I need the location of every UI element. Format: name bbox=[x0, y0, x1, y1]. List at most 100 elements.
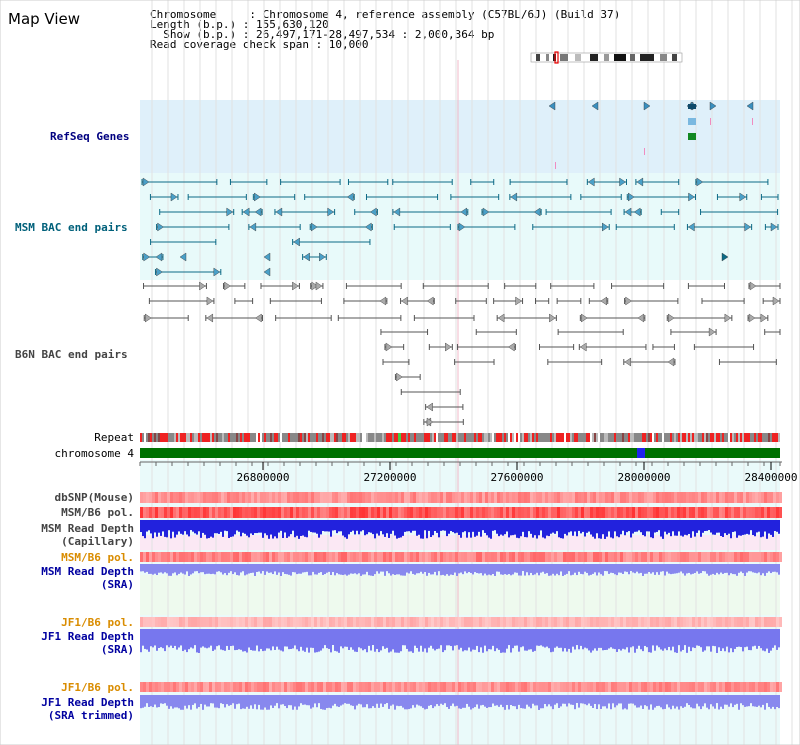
jf1-b6-pol-strip-cell bbox=[728, 617, 731, 627]
jf1-trimmed-depth-bar bbox=[632, 695, 634, 704]
jf1-sra-depth-bar bbox=[392, 629, 394, 650]
msm-b6-pol-2-strip-cell bbox=[266, 552, 269, 562]
jf1-b6-pol-2-strip-cell bbox=[245, 682, 248, 692]
jf1-b6-pol-strip-cell bbox=[530, 617, 533, 627]
msm-capillary-depth-bar bbox=[650, 520, 652, 538]
msm-b6-pol-2-strip-cell bbox=[416, 552, 419, 562]
msm-capillary-depth-bar bbox=[242, 520, 244, 533]
msm-b6-pol-2-strip-cell bbox=[200, 552, 203, 562]
msm-sra-depth-bar bbox=[204, 564, 206, 575]
jf1-read-depth-trimmed-label: JF1 Read Depth bbox=[41, 696, 134, 709]
msm-b6-pol-strip-cell bbox=[374, 507, 377, 518]
msm-b6-pol-2-strip-cell bbox=[251, 552, 254, 562]
msm-sra-depth-bar bbox=[692, 564, 694, 574]
msm-b6-pol-strip-cell bbox=[269, 507, 272, 518]
msm-capillary-depth-bar bbox=[538, 520, 540, 536]
jf1-sra-depth-bar bbox=[564, 629, 566, 649]
jf1-b6-pol-strip-cell bbox=[410, 617, 413, 627]
jf1-b6-pol-2-strip-cell bbox=[326, 682, 329, 692]
axis-tick-label: 26800000 bbox=[237, 471, 290, 484]
msm-sra-depth-bar bbox=[306, 564, 308, 572]
msm-b6-pol-2-strip-cell bbox=[164, 552, 167, 562]
msm-sra-depth-bar bbox=[752, 564, 754, 573]
dbsnp-strip-cell bbox=[629, 492, 632, 503]
jf1-trimmed-depth-bar bbox=[328, 695, 330, 708]
jf1-sra-depth-bar bbox=[176, 629, 178, 650]
dbsnp-strip-cell bbox=[497, 492, 500, 503]
dbsnp-strip-cell bbox=[707, 492, 710, 503]
jf1-sra-depth-bar bbox=[280, 629, 282, 651]
msm-bac-end bbox=[156, 267, 163, 277]
dbsnp-strip-cell bbox=[374, 492, 377, 503]
b6n-bac-end bbox=[625, 296, 632, 306]
jf1-trimmed-depth-bar bbox=[440, 695, 442, 704]
msm-b6-pol-2-strip-cell bbox=[401, 552, 404, 562]
jf1-b6-pol-2-strip-cell bbox=[239, 682, 242, 692]
msm-sra-depth-bar bbox=[276, 564, 278, 575]
jf1-b6-pol-strip-cell bbox=[461, 617, 464, 627]
jf1-trimmed-depth-bar bbox=[182, 695, 184, 710]
msm-capillary-depth-bar bbox=[700, 520, 702, 537]
msm-b6-pol-strip-cell bbox=[758, 507, 761, 518]
msm-capillary-depth-bar bbox=[314, 520, 316, 533]
jf1-sra-depth-bar bbox=[250, 629, 252, 651]
msm-capillary-depth-bar bbox=[712, 520, 714, 535]
msm-capillary-depth-bar bbox=[376, 520, 378, 534]
jf1-b6-pol-strip-cell bbox=[476, 617, 479, 627]
msm-sra-depth-bar bbox=[716, 564, 718, 573]
msm-sra-depth-bar bbox=[634, 564, 636, 574]
msm-sra-depth-bar bbox=[468, 564, 470, 573]
msm-b6-pol-2-strip-cell bbox=[341, 552, 344, 562]
msm-b6-pol-2-strip-cell bbox=[452, 552, 455, 562]
msm-sra-depth-bar bbox=[598, 564, 600, 573]
jf1-b6-pol-strip-cell bbox=[377, 617, 380, 627]
msm-capillary-depth-bar bbox=[764, 520, 766, 532]
repeat-segment bbox=[342, 433, 344, 442]
jf1-sra-depth-bar bbox=[748, 629, 750, 651]
repeat-segment bbox=[222, 433, 224, 442]
msm-b6-pol-2-strip-cell bbox=[605, 552, 608, 562]
msm-b6-pol-strip-cell bbox=[287, 507, 290, 518]
jf1-sra-depth-bar bbox=[226, 629, 228, 646]
jf1-b6-pol-2-strip-cell bbox=[584, 682, 587, 692]
msm-capillary-depth-bar bbox=[270, 520, 272, 535]
msm-b6-pol-2-strip-cell bbox=[719, 552, 722, 562]
jf1-sra-depth-bar bbox=[256, 629, 258, 646]
msm-sra-depth-bar bbox=[354, 564, 356, 574]
msm-sra-depth-bar bbox=[162, 564, 164, 574]
jf1-trimmed-depth bbox=[140, 695, 780, 710]
msm-b6-pol-strip-cell bbox=[254, 507, 257, 518]
msm-b6-pol-2-strip-cell bbox=[158, 552, 161, 562]
msm-sra-depth-bar bbox=[412, 564, 414, 574]
msm-capillary-depth-bar bbox=[194, 520, 196, 534]
dbsnp-strip-cell bbox=[713, 492, 716, 503]
jf1-b6-pol-strip-cell bbox=[428, 617, 431, 627]
msm-sra-depth-bar bbox=[338, 564, 340, 575]
jf1-b6-pol-2-strip-cell bbox=[350, 682, 353, 692]
jf1-trimmed-depth-bar bbox=[204, 695, 206, 705]
msm-capillary-depth-bar bbox=[220, 520, 222, 532]
jf1-b6-pol-strip-cell bbox=[359, 617, 362, 627]
jf1-trimmed-depth-bar bbox=[290, 695, 292, 706]
jf1-trimmed-depth-bar bbox=[472, 695, 474, 709]
jf1-sra-depth-bar bbox=[580, 629, 582, 646]
jf1-sra-depth-bar bbox=[296, 629, 298, 650]
msm-b6-pol-2-label: MSM/B6 pol. bbox=[61, 551, 134, 564]
msm-capillary-depth-bar bbox=[702, 520, 704, 533]
jf1-sra-depth-bar bbox=[218, 629, 220, 646]
jf1-b6-pol-strip-cell bbox=[170, 617, 173, 627]
msm-b6-pol-strip-cell bbox=[488, 507, 491, 518]
jf1-sra-depth-bar bbox=[702, 629, 704, 652]
jf1-sra-depth-bar bbox=[774, 629, 776, 646]
msm-b6-pol-2-strip-cell bbox=[194, 552, 197, 562]
msm-capillary-depth-bar bbox=[536, 520, 538, 539]
jf1-sra-depth-bar bbox=[552, 629, 554, 652]
msm-sra-depth-bar bbox=[394, 564, 396, 575]
msm-sra-depth-bar bbox=[192, 564, 194, 574]
jf1-b6-pol-strip-cell bbox=[245, 617, 248, 627]
msm-capillary-depth-bar bbox=[582, 520, 584, 532]
msm-b6-pol-2-strip-cell bbox=[701, 552, 704, 562]
jf1-b6-pol-2-strip-cell bbox=[353, 682, 356, 692]
msm-b6-pol-strip-cell bbox=[260, 507, 263, 518]
